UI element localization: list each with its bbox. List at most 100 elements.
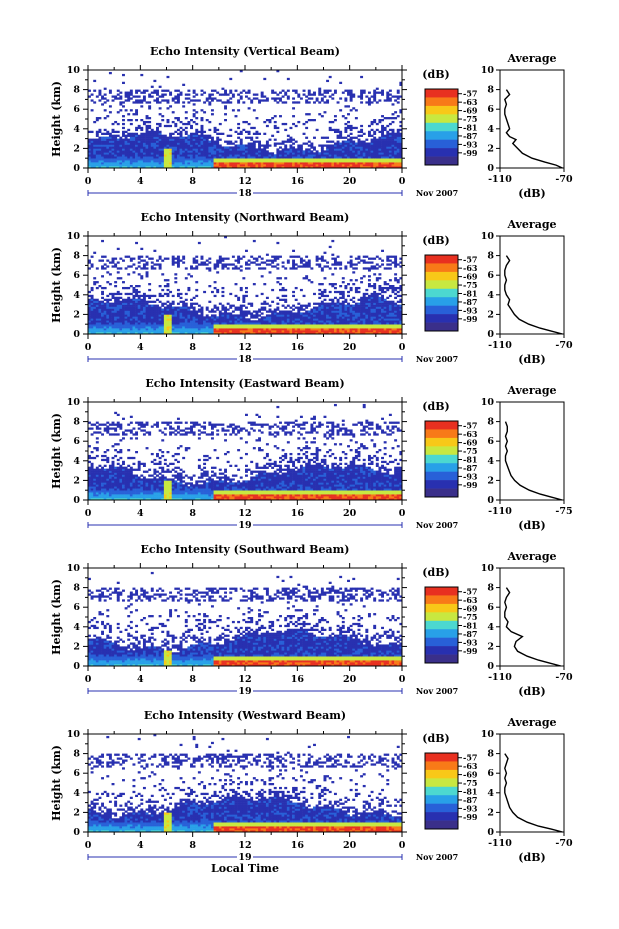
date-label: Nov 2007 [416,188,458,198]
colorbar-swatch [425,471,458,481]
avg-y-tick-label: 8 [487,251,494,262]
colorbar-swatch [425,114,458,124]
colorbar-swatch [425,288,458,298]
x-tick-label: 8 [189,176,196,187]
colorbar-swatch [425,753,458,762]
y-tick-label: 6 [73,104,80,115]
colorbar-swatch [425,131,458,140]
y-tick-label: 4 [73,788,80,799]
avg-y-tick-label: 4 [487,124,494,135]
x-tick-label: 8 [189,508,196,519]
avg-y-tick-label: 10 [481,231,495,242]
colorbar-tick-label: -57 [463,587,477,597]
colorbar-tick-label: -99 [463,646,478,656]
colorbar-tick-label: -69 [463,272,478,282]
avg-y-tick-label: 4 [487,456,494,467]
x-tick-label: 4 [137,342,144,353]
average-frame [499,235,565,335]
x-tick-label: 0 [85,176,92,187]
avg-x-unit: (dB) [518,187,545,200]
y-tick-label: 0 [73,163,80,174]
echo-field [88,70,403,169]
y-tick-label: 0 [73,495,80,506]
colorbar-unit: (dB) [422,732,449,745]
avg-x-tick-label: -110 [488,340,512,351]
y-tick-label: 8 [73,583,80,594]
average-frame [499,567,565,667]
panel-4: Echo Intensity (Westward Beam) Height (km… [50,709,573,864]
date-marker-bg [237,353,253,363]
colorbar-tick-label: -57 [463,421,477,431]
y-tick-label: 4 [73,124,80,135]
avg-y-tick-label: 8 [487,749,494,760]
colorbar-unit: (dB) [422,234,449,247]
avg-x-tick-label: -70 [555,838,573,849]
colorbar-tick-label: -63 [463,761,478,771]
avg-y-tick-label: 10 [481,397,495,408]
colorbar-tick-label: -99 [463,148,478,158]
colorbar-swatch [425,322,458,332]
colorbar-tick-label: -87 [463,795,477,805]
average-profile-line [504,255,563,335]
average-title: Average [506,550,556,563]
avg-x-tick-label: -110 [488,672,512,683]
x-tick-label: 16 [291,176,305,187]
y-tick-label: 10 [67,397,81,408]
colorbar-swatch [425,429,458,439]
x-tick-label: 12 [238,508,251,519]
x-tick-label: 0 [85,508,92,519]
date-marker-bg [237,851,253,861]
panel-3: Echo Intensity (Southward Beam) Height (k… [50,543,573,698]
colorbar-tick-label: -81 [463,123,477,133]
x-tick-label: 20 [343,508,357,519]
colorbar-swatch [425,271,458,281]
avg-y-tick-label: 4 [487,622,494,633]
colorbar-tick-label: -93 [463,803,478,813]
colorbar-swatch [425,786,458,796]
panel-2: Echo Intensity (Eastward Beam) Height (km… [50,377,573,532]
y-tick-label: 2 [73,143,80,154]
colorbar-swatch [425,297,458,306]
x-axis-title: Local Time [211,862,279,875]
x-tick-label: 20 [343,674,357,685]
x-tick-label: 0 [85,674,92,685]
avg-y-tick-label: 2 [487,309,494,320]
colorbar-tick-label: -63 [463,595,478,605]
avg-x-tick-label: -70 [555,672,573,683]
avg-y-tick-label: 0 [487,827,494,838]
colorbar-unit: (dB) [422,566,449,579]
date-marker: 19 [238,686,252,697]
x-tick-label: 0 [399,342,406,353]
colorbar-unit: (dB) [422,400,449,413]
colorbar-tick-label: -93 [463,305,478,315]
x-tick-label: 0 [85,342,92,353]
y-tick-label: 2 [73,641,80,652]
colorbar-tick-label: -63 [463,97,478,107]
x-tick-label: 8 [189,342,196,353]
date-marker: 19 [238,520,252,531]
colorbar-tick-label: -99 [463,480,478,490]
date-marker-bg [237,685,253,695]
x-tick-label: 12 [238,674,251,685]
avg-y-tick-label: 0 [487,495,494,506]
x-tick-label: 16 [291,508,305,519]
panel-title: Echo Intensity (Northward Beam) [141,211,350,224]
average-frame [499,69,565,169]
colorbar-swatch [425,263,458,273]
y-tick-label: 8 [73,749,80,760]
x-tick-label: 8 [189,674,196,685]
colorbar-swatch [425,280,458,290]
colorbar-tick-label: -81 [463,621,477,631]
y-axis-title: Height (km) [50,745,63,821]
average-profile-line [504,89,563,169]
x-tick-label: 16 [291,840,305,851]
avg-y-tick-label: 6 [487,768,494,779]
x-tick-label: 0 [399,840,406,851]
y-tick-label: 2 [73,309,80,320]
colorbar-tick-label: -99 [463,314,478,324]
colorbar-tick-label: -81 [463,787,477,797]
date-marker-bg [237,519,253,529]
colorbar-swatch [425,122,458,132]
colorbar-tick-label: -63 [463,263,478,273]
colorbar-swatch [425,97,458,107]
